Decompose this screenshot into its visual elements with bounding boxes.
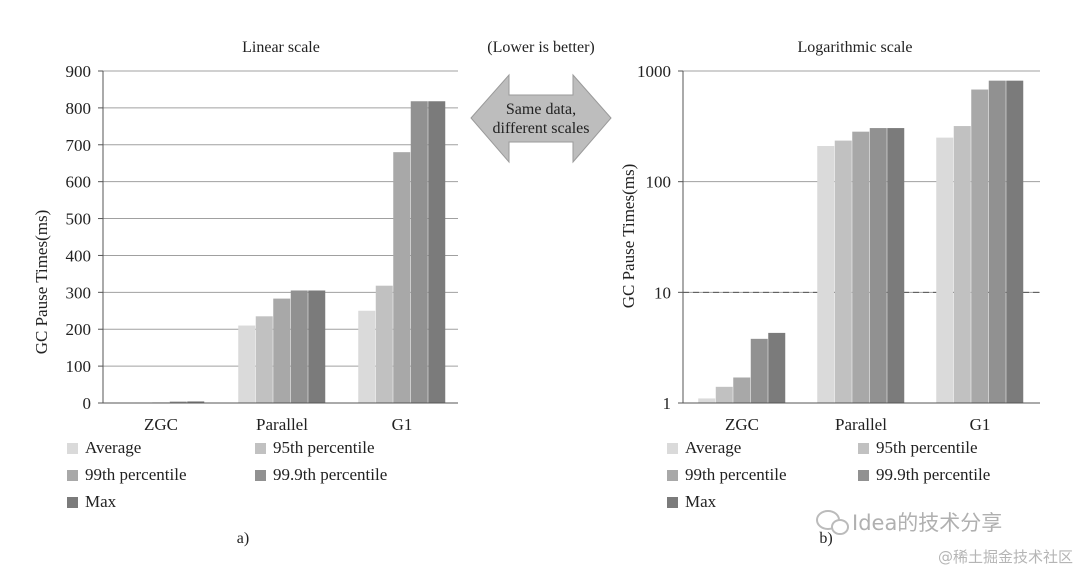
right-chart-title: Logarithmic scale <box>797 39 912 56</box>
linear-chart: GC Pause Times(ms) 0 100 200 300 400 500 600 70… <box>32 62 458 547</box>
left-y-tick-label: 200 <box>66 320 92 339</box>
left-legend-swatch <box>255 443 266 454</box>
left-bar-g1-3 <box>411 101 428 403</box>
watermark-line1: Idea的技术分享 <box>852 511 1002 535</box>
left-panel-label: a) <box>237 530 249 547</box>
right-bar-g1-0 <box>936 138 953 403</box>
left-bar-g1-0 <box>358 311 375 403</box>
log-chart: GC Pause Times(ms) 1 10 100 1000 ZGC Paralle… <box>619 62 1040 547</box>
watermark-line2: @稀土掘金技术社区 <box>938 548 1073 566</box>
left-legend: Average 95th percentile 99th percentile 99.… <box>67 438 387 511</box>
left-bar-parallel-3 <box>291 290 308 403</box>
right-x-ticks: ZGC Parallel G1 <box>725 415 990 434</box>
left-chart-title: Linear scale <box>242 39 320 56</box>
right-legend-label: Average <box>685 438 741 457</box>
left-y-tick-label: 0 <box>83 394 92 413</box>
right-legend-label: 95th percentile <box>876 438 978 457</box>
right-legend-swatch <box>667 497 678 508</box>
right-bars <box>698 81 1023 403</box>
right-panel-label: b) <box>819 530 832 547</box>
right-bar-zgc-1 <box>716 387 733 403</box>
left-y-axis-label: GC Pause Times(ms) <box>32 210 51 355</box>
right-y-tick-label: 1 <box>663 394 672 413</box>
right-y-tick-label: 100 <box>646 173 672 192</box>
left-x-tick-label: ZGC <box>144 415 178 434</box>
right-y-tick-label: 10 <box>654 283 671 302</box>
right-x-tick-label: G1 <box>970 415 991 434</box>
right-legend-swatch <box>667 443 678 454</box>
left-y-tick-label: 900 <box>66 62 92 81</box>
right-legend-label: 99th percentile <box>685 465 787 484</box>
left-y-tick-label: 600 <box>66 173 92 192</box>
right-x-tick-label: Parallel <box>835 415 887 434</box>
right-bar-zgc-4 <box>768 333 785 403</box>
left-legend-label: Average <box>85 438 141 457</box>
left-x-tick-label: Parallel <box>256 415 308 434</box>
right-legend: Average 95th percentile 99th percentile 99.… <box>667 438 990 511</box>
left-bar-g1-2 <box>393 152 410 403</box>
left-bar-parallel-4 <box>308 290 325 403</box>
right-y-tick-label: 1000 <box>637 62 671 81</box>
right-legend-swatch <box>667 470 678 481</box>
left-bar-parallel-0 <box>238 326 255 403</box>
lower-is-better-note: (Lower is better) <box>487 39 595 56</box>
right-x-tick-label: ZGC <box>725 415 759 434</box>
left-y-ticks: 0 100 200 300 400 500 600 700 800 900 <box>66 62 104 413</box>
left-legend-label: 95th percentile <box>273 438 375 457</box>
left-legend-swatch <box>255 470 266 481</box>
left-y-tick-label: 800 <box>66 99 92 118</box>
right-y-ticks: 1 10 100 1000 <box>637 62 683 413</box>
right-bar-parallel-1 <box>835 141 852 403</box>
left-legend-label: 99th percentile <box>85 465 187 484</box>
left-x-ticks: ZGC Parallel G1 <box>144 415 412 434</box>
right-bar-g1-1 <box>954 126 971 403</box>
left-x-tick-label: G1 <box>392 415 413 434</box>
right-legend-swatch <box>858 443 869 454</box>
arrow-text-line2: different scales <box>493 120 590 137</box>
right-bar-zgc-3 <box>751 339 768 403</box>
right-bar-parallel-2 <box>852 132 869 403</box>
right-bar-parallel-4 <box>887 128 904 403</box>
right-legend-swatch <box>858 470 869 481</box>
right-bar-g1-3 <box>989 81 1006 403</box>
right-legend-label: Max <box>685 492 717 511</box>
left-y-tick-label: 100 <box>66 357 92 376</box>
double-arrow-icon <box>471 75 611 162</box>
right-bar-zgc-0 <box>698 398 715 403</box>
left-bar-parallel-1 <box>256 316 273 403</box>
right-bar-parallel-3 <box>870 128 887 403</box>
right-legend-label: 99.9th percentile <box>876 465 990 484</box>
left-legend-swatch <box>67 443 78 454</box>
left-legend-label: Max <box>85 492 117 511</box>
left-y-tick-label: 700 <box>66 136 92 155</box>
left-legend-swatch <box>67 470 78 481</box>
left-y-tick-label: 400 <box>66 246 92 265</box>
right-bar-g1-2 <box>971 90 988 403</box>
right-y-axis-label: GC Pause Times(ms) <box>619 164 638 309</box>
left-bar-g1-4 <box>428 101 445 403</box>
left-y-tick-label: 300 <box>66 283 92 302</box>
left-bar-parallel-2 <box>273 299 290 403</box>
right-bar-zgc-2 <box>733 377 750 403</box>
left-bars <box>117 101 445 403</box>
left-legend-label: 99.9th percentile <box>273 465 387 484</box>
right-bar-g1-4 <box>1006 81 1023 403</box>
right-bar-parallel-0 <box>817 146 834 403</box>
left-bar-g1-1 <box>376 286 393 403</box>
watermark: Idea的技术分享 @稀土掘金技术社区 <box>817 511 1073 566</box>
arrow-text-line1: Same data, <box>506 101 576 118</box>
left-legend-swatch <box>67 497 78 508</box>
left-y-tick-label: 500 <box>66 210 92 229</box>
